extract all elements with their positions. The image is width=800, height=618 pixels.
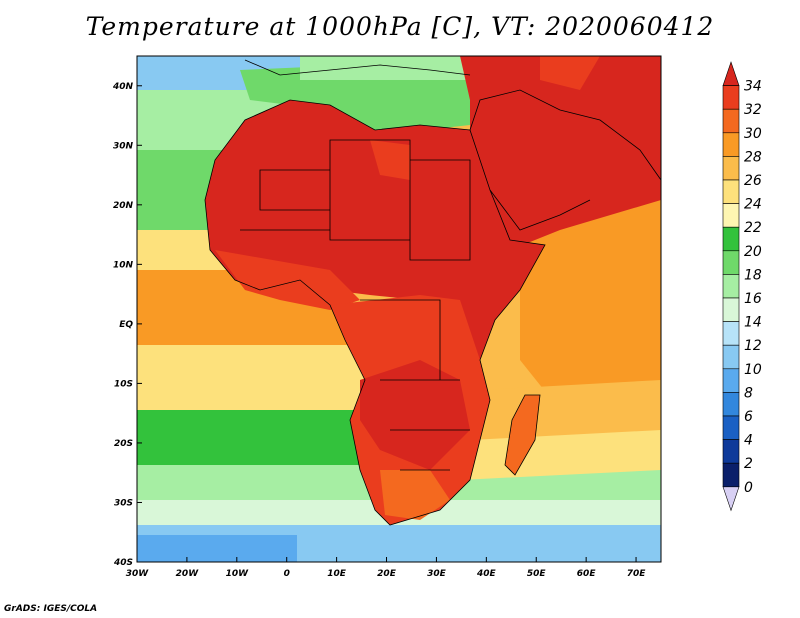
colorbar-label: 10 [744, 362, 762, 378]
colorbar-label: 28 [744, 149, 762, 165]
colorbar-label: 0 [744, 480, 753, 496]
x-tick-label: 10W [226, 569, 250, 579]
colorbar-label: 22 [744, 220, 762, 236]
y-tick-label: 20N [113, 201, 134, 211]
arabia-coast [469, 89, 661, 181]
colorbar-swatch [722, 179, 740, 204]
africa-coast [204, 99, 546, 526]
colorbar-label: 30 [744, 126, 762, 142]
x-tick-label: 40E [476, 569, 497, 579]
europe-coast [244, 59, 471, 76]
y-axis: 40N 30N 20N 10N EQ 10S 20S 30S 40S [112, 82, 142, 568]
red-sea-coast [489, 189, 591, 231]
africa-north-hot [205, 100, 545, 360]
y-tick-label: 30N [113, 141, 134, 151]
colorbar-swatch [722, 344, 740, 370]
colorbar-label: 14 [744, 315, 762, 331]
y-tick-label: EQ [119, 320, 133, 330]
colorbar-swatch [722, 132, 740, 157]
south-africa-warm [380, 470, 450, 520]
colorbar-swatch [722, 415, 740, 440]
colorbar-swatch [722, 392, 740, 417]
libya-warm [370, 140, 410, 180]
colorbar-swatch [722, 297, 740, 322]
colorbar-swatch [722, 274, 740, 299]
congo-hot [360, 360, 470, 470]
x-tick-label: 0 [284, 569, 290, 579]
colorbar-swatch [722, 226, 740, 252]
y-tick-label: 20S [114, 439, 133, 449]
colorbar-label: 32 [744, 102, 762, 118]
iran-hot [540, 56, 600, 90]
colorbar-swatch [722, 368, 740, 393]
colorbar-label: 20 [744, 244, 762, 260]
x-tick-label: 50E [527, 569, 547, 579]
sahel-warm [215, 250, 360, 310]
madagascar-coast [504, 394, 541, 476]
map-field [137, 56, 661, 562]
colorbar-label: 26 [744, 173, 762, 189]
south-deep-blue [137, 535, 297, 562]
colorbar-label: 18 [744, 267, 762, 283]
colorbar-swatch [722, 61, 740, 86]
coastlines [204, 59, 661, 526]
colorbar-swatch [722, 85, 740, 110]
y-tick-label: 40S [113, 558, 133, 568]
y-tick-label: 10S [114, 379, 133, 389]
colorbar-swatch [722, 250, 740, 275]
x-tick-label: 60E [577, 569, 597, 579]
colorbar-label: 2 [744, 456, 753, 472]
x-tick-label: 30W [126, 569, 150, 579]
colorbar-label: 34 [744, 79, 762, 95]
colorbar-label: 8 [744, 385, 753, 401]
x-tick-label: 20W [176, 569, 200, 579]
colorbar-label: 12 [744, 338, 762, 354]
x-tick-label: 70E [627, 569, 647, 579]
colorbar-swatch [722, 486, 740, 512]
colorbar-swatch [722, 439, 740, 464]
y-tick-label: 10N [113, 260, 134, 270]
y-tick-label: 40N [112, 82, 134, 92]
x-tick-label: 10E [327, 569, 347, 579]
madagascar [505, 395, 540, 475]
colorbar-label: 24 [744, 197, 762, 213]
x-tick-label: 20E [377, 569, 397, 579]
middle-east-hot [460, 56, 661, 250]
colorbar-swatch [722, 462, 740, 488]
y-tick-label: 30S [114, 498, 133, 508]
colorbar-swatch [722, 321, 740, 346]
colorbar-swatch [722, 156, 740, 181]
colorbar-swatch [722, 203, 740, 228]
colorbar-swatch [722, 108, 740, 134]
map-title: Temperature at 1000hPa [C], VT: 20200604… [85, 12, 715, 41]
colorbar-label: 16 [744, 291, 762, 307]
colorbar-label: 6 [744, 409, 753, 425]
colorbar-label: 4 [744, 433, 753, 449]
country-borders [240, 139, 471, 471]
map-frame [136, 55, 662, 563]
south-atlantic-yellow [137, 345, 367, 415]
europe-cool [300, 56, 480, 80]
x-tick-label: 30E [427, 569, 447, 579]
credit-text: GrADS: IGES/COLA [4, 604, 98, 614]
x-axis: 30W 20W 10W 0 10E 20E 30E 40E 50E 60E 70E [126, 557, 646, 579]
